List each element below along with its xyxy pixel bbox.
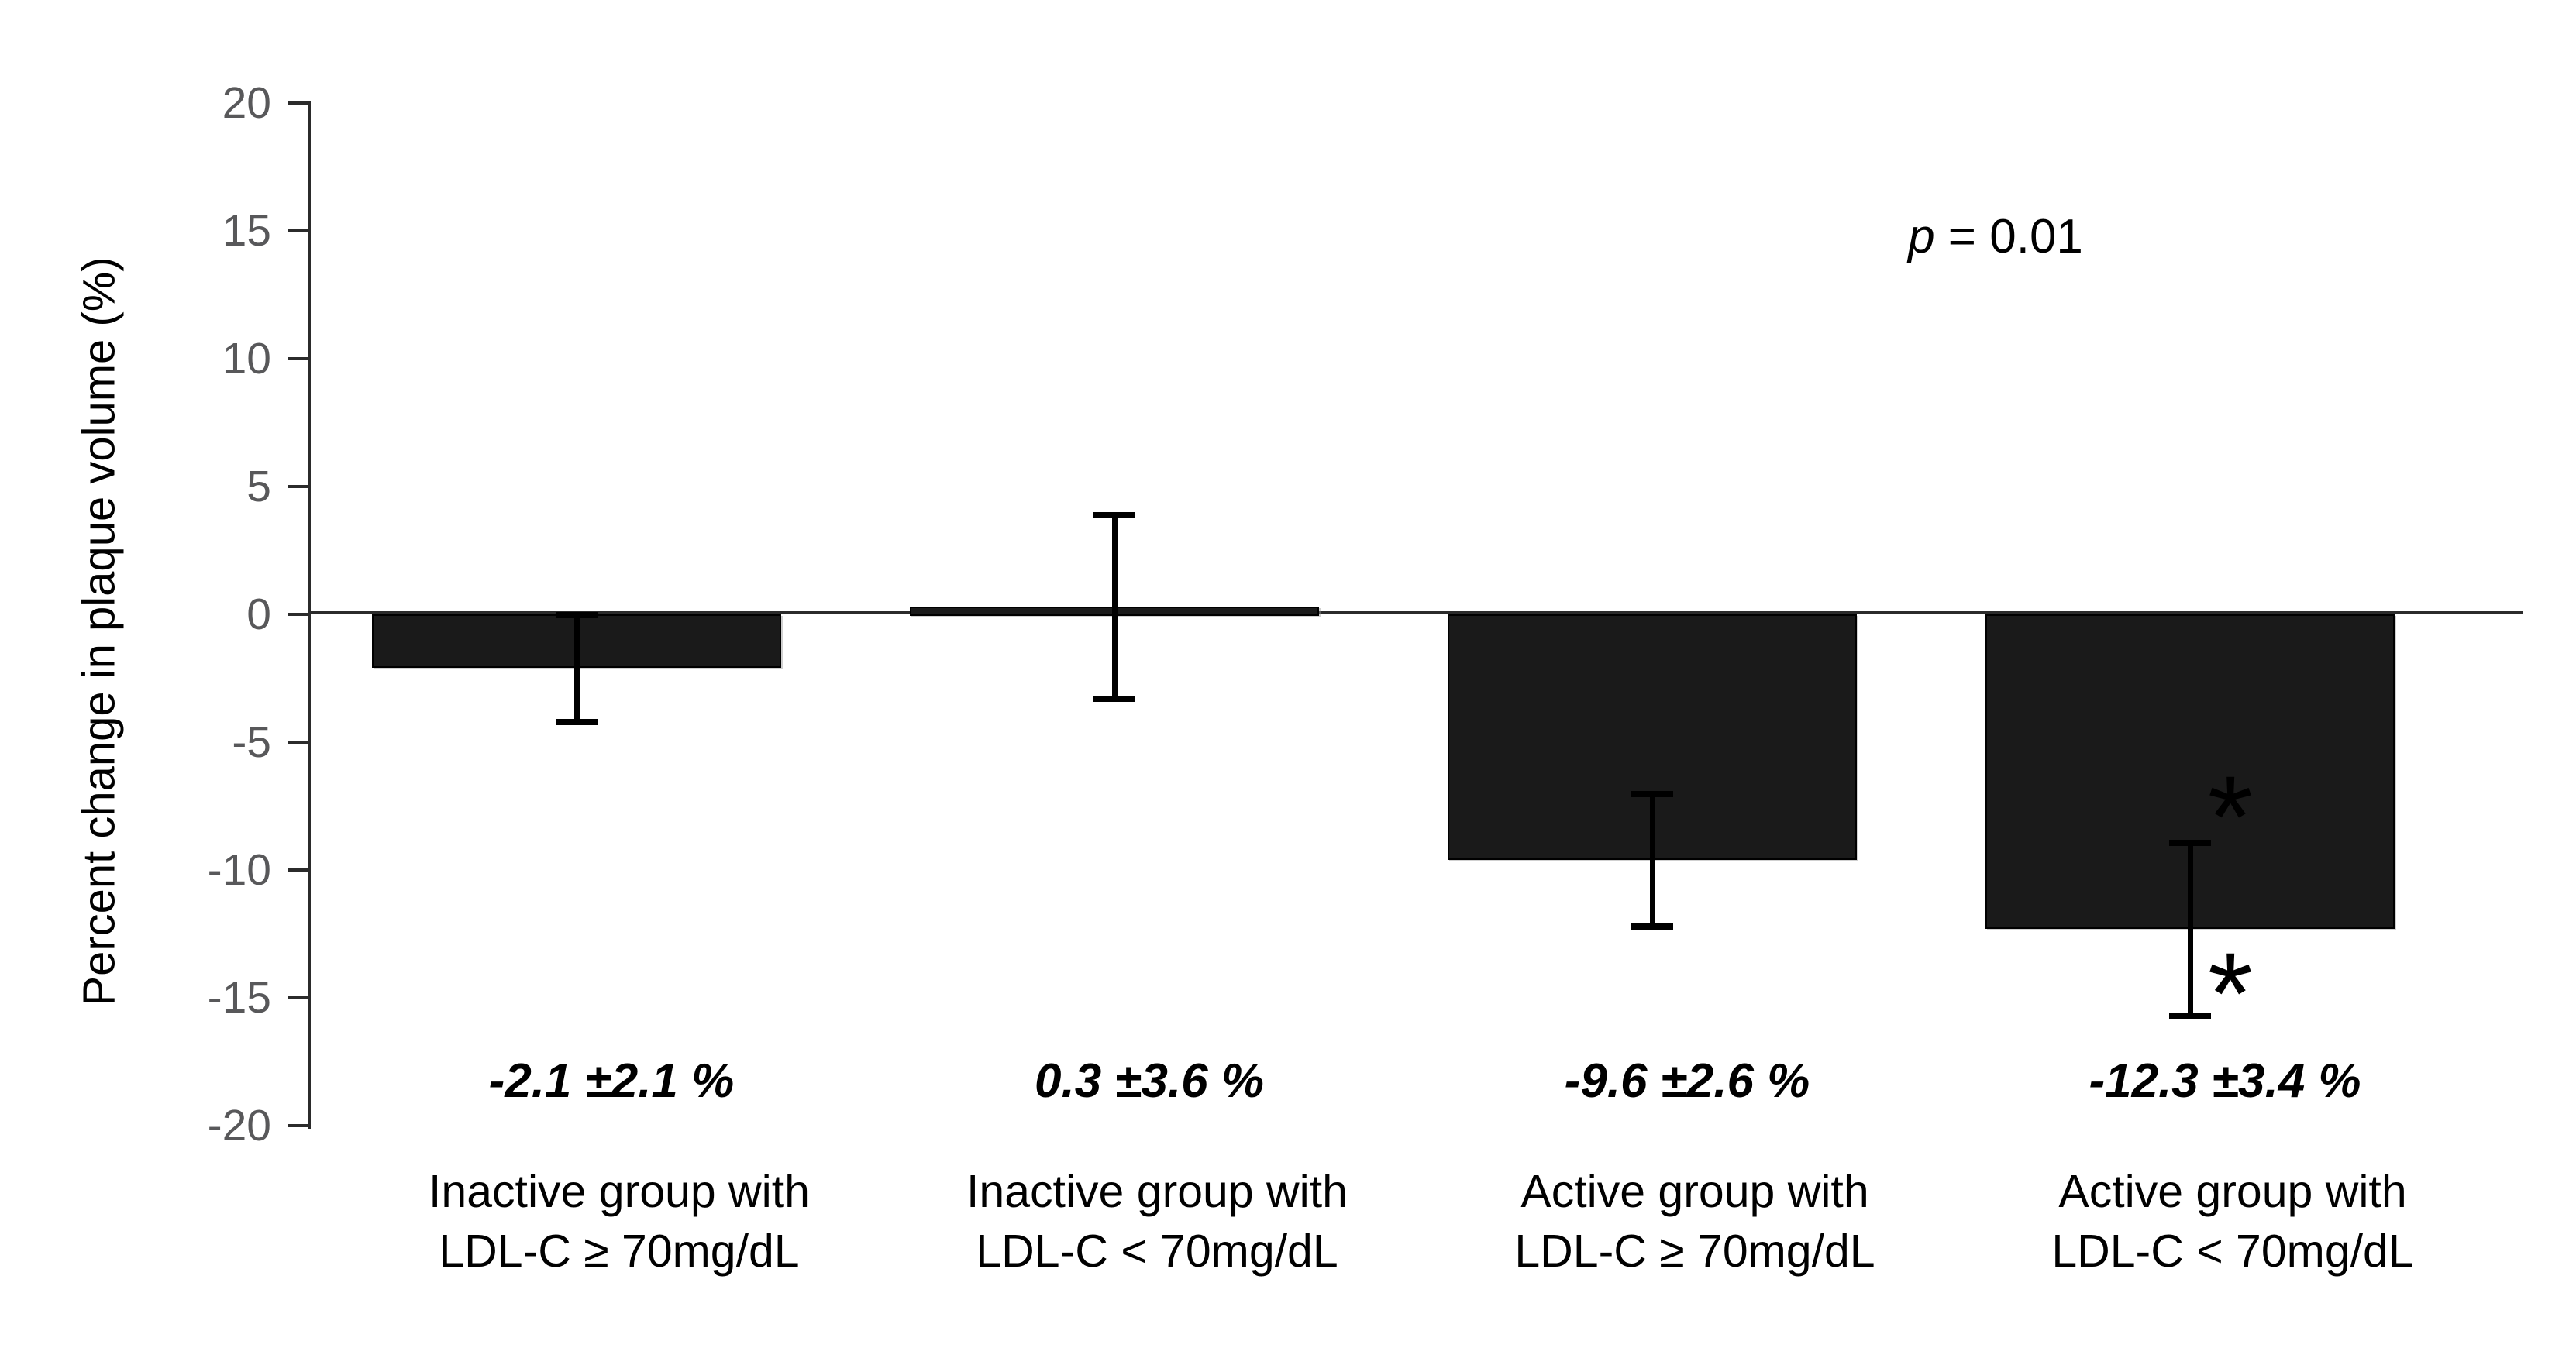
x-category-label-line: LDL-C < 70mg/dL [2051, 1226, 2414, 1277]
x-category-label-line: LDL-C < 70mg/dL [976, 1226, 1338, 1277]
y-tick-label: 10 [222, 334, 271, 383]
error-bar-cap-top [1631, 791, 1673, 797]
y-tick-mark [288, 741, 308, 744]
x-category-label: Active group with LDL-C < 70mg/dL [1899, 1162, 2566, 1281]
error-bar-cap-bottom [556, 719, 598, 725]
bar-value-label: -12.3 ±3.4 % [2089, 1054, 2361, 1108]
x-category-label: Inactive group with LDL-C < 70mg/dL [824, 1162, 1490, 1281]
error-bar-cap-bottom [1631, 923, 1673, 930]
y-tick-mark [288, 229, 308, 232]
y-tick-mark [288, 868, 308, 872]
p-value-annotation: p = 0.01 [1779, 209, 2213, 264]
x-category-label-line: LDL-C ≥ 70mg/dL [439, 1226, 800, 1277]
x-category-label-line: Inactive group with [429, 1166, 810, 1217]
y-tick-mark [288, 1124, 308, 1127]
y-tick-label: 15 [222, 206, 271, 256]
y-tick-mark [288, 996, 308, 999]
p-value-symbol: p [1908, 210, 1935, 263]
error-bar-cap-top [556, 612, 598, 618]
bar-value-label: -2.1 ±2.1 % [488, 1054, 735, 1108]
y-tick-label: -20 [207, 1101, 271, 1150]
y-tick-label: -15 [207, 973, 271, 1023]
y-tick-label: 20 [222, 78, 271, 128]
error-bar-cap-bottom [2169, 1013, 2211, 1019]
p-value-text: = 0.01 [1934, 210, 2083, 263]
x-category-label-line: LDL-C ≥ 70mg/dL [1514, 1226, 1875, 1277]
y-tick-mark [288, 101, 308, 105]
error-bar-line [1112, 514, 1118, 699]
x-category-label: Inactive group with LDL-C ≥ 70mg/dL [286, 1162, 952, 1281]
y-tick-label: 5 [246, 462, 271, 511]
error-bar-line [2188, 842, 2193, 1016]
y-tick-mark [288, 485, 308, 488]
bar-value-label: -9.6 ±2.6 % [1564, 1054, 1810, 1108]
y-tick-label: 0 [246, 590, 271, 639]
bar-value-label: 0.3 ±3.6 % [1035, 1054, 1264, 1108]
y-tick-label: -5 [232, 717, 271, 767]
error-bar-cap-bottom [1093, 696, 1135, 702]
y-tick-mark [288, 613, 308, 616]
zero-baseline [308, 611, 2523, 614]
significance-asterisk: * [2207, 928, 2254, 1058]
error-bar-cap-top [2169, 840, 2211, 846]
x-category-label-line: Active group with [1520, 1166, 1869, 1217]
y-tick-label: -10 [207, 845, 271, 895]
significance-asterisk: * [2207, 751, 2254, 882]
error-bar-cap-top [1093, 512, 1135, 518]
y-axis-line [308, 101, 311, 1129]
error-bar-line [574, 614, 580, 722]
x-category-label: Active group with LDL-C ≥ 70mg/dL [1362, 1162, 2028, 1281]
x-category-label-line: Active group with [2058, 1166, 2407, 1217]
y-tick-mark [288, 357, 308, 360]
x-category-label-line: Inactive group with [966, 1166, 1348, 1217]
error-bar-line [1650, 793, 1655, 927]
